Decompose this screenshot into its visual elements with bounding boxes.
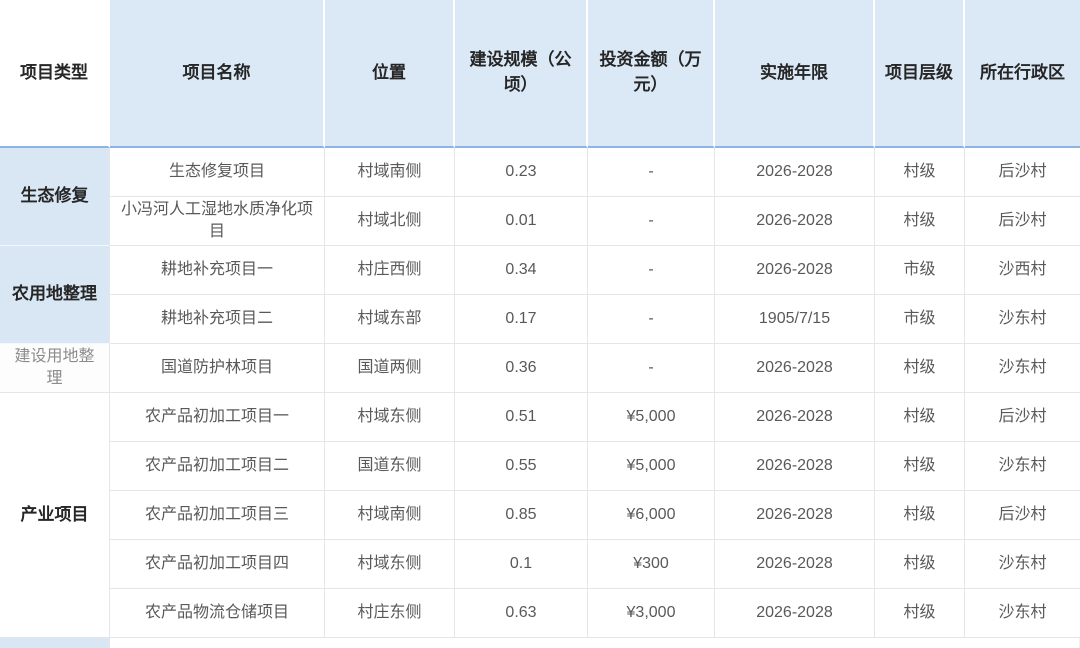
partial-row-filler (110, 638, 1080, 648)
cell-district: 后沙村 (965, 148, 1080, 197)
table-row: 产业项目 农产品初加工项目一 村域东侧 0.51 ¥5,000 2026-2028 村级 后沙… (0, 393, 1080, 638)
cell-district: 沙东村 (965, 442, 1080, 491)
group-cell: 生态修复 (0, 148, 110, 246)
cell-investment: - (588, 344, 715, 393)
header-scale: 建设规模（公顷） (455, 0, 588, 148)
cell-level: 村级 (875, 344, 965, 393)
cell-period: 2026-2028 (715, 589, 875, 638)
cell-level: 市级 (875, 295, 965, 344)
cell-investment: - (588, 197, 715, 246)
cell-location: 村域北侧 (325, 197, 455, 246)
cell-investment: ¥6,000 (588, 491, 715, 540)
header-project-name: 项目名称 (110, 0, 325, 148)
cell-level: 村级 (875, 589, 965, 638)
cell-scale: 0.01 (455, 197, 588, 246)
cell-location: 村庄西侧 (325, 246, 455, 295)
cell-district: 后沙村 (965, 393, 1080, 442)
cell-period: 2026-2028 (715, 393, 875, 442)
cell-district: 沙东村 (965, 344, 1080, 393)
cell-name: 农产品物流仓储项目 (110, 589, 325, 638)
cell-scale: 0.63 (455, 589, 588, 638)
table-header: 项目类型 项目名称 位置 建设规模（公顷） 投资金额（万元） 实施年限 项目层级… (0, 0, 1080, 148)
table-row: 生态修复 生态修复项目 村域南侧 0.23-2026-2028 村级 后沙村 (0, 148, 1080, 246)
cell-scale: 0.85 (455, 491, 588, 540)
cell-name: 小冯河人工湿地水质净化项目 (110, 197, 325, 246)
cell-name: 农产品初加工项目二 (110, 442, 325, 491)
cell-scale: 0.51 (455, 393, 588, 442)
cell-investment: ¥5,000 (588, 442, 715, 491)
cell-name: 生态修复项目 (110, 148, 325, 197)
table-row: 建设用地整理 国道防护林项目 国道两侧 0.36-2026-2028 村级 沙东村 (0, 344, 1080, 393)
cell-period: 2026-2028 (715, 148, 875, 197)
header-period: 实施年限 (715, 0, 875, 148)
cell-scale: 0.55 (455, 442, 588, 491)
cell-period: 2026-2028 (715, 197, 875, 246)
header-project-type: 项目类型 (0, 0, 110, 148)
table-row: 耕地补充项目二 村域东部 0.17-1905/7/15 市级 沙东村 (0, 295, 1080, 344)
cell-district: 沙西村 (965, 246, 1080, 295)
partial-next-row (0, 638, 1080, 648)
header-level: 项目层级 (875, 0, 965, 148)
table-row: 农产品物流仓储项目 村庄东侧 0.63 ¥3,000 2026-2028 村级 沙东村 (0, 589, 1080, 638)
cell-location: 国道两侧 (325, 344, 455, 393)
cell-scale: 0.34 (455, 246, 588, 295)
table-row: 农产品初加工项目二 国道东侧 0.55 ¥5,000 2026-2028 村级 沙东村 (0, 442, 1080, 491)
cell-name: 耕地补充项目二 (110, 295, 325, 344)
cell-level: 村级 (875, 540, 965, 589)
cell-investment: ¥5,000 (588, 393, 715, 442)
table-body: 生态修复 生态修复项目 村域南侧 0.23-2026-2028 村级 后沙村 小冯河人工湿地… (0, 148, 1080, 648)
cell-name: 农产品初加工项目三 (110, 491, 325, 540)
cell-level: 村级 (875, 197, 965, 246)
table-row: 农产品初加工项目四 村域东侧 0.1 ¥300 2026-2028 村级 沙东村 (0, 540, 1080, 589)
cell-investment: - (588, 295, 715, 344)
cell-level: 村级 (875, 442, 965, 491)
cell-scale: 0.36 (455, 344, 588, 393)
cell-investment: ¥300 (588, 540, 715, 589)
cell-name: 国道防护林项目 (110, 344, 325, 393)
cell-name: 农产品初加工项目一 (110, 393, 325, 442)
cell-investment: ¥3,000 (588, 589, 715, 638)
cell-investment: - (588, 246, 715, 295)
cell-level: 市级 (875, 246, 965, 295)
cell-name: 农产品初加工项目四 (110, 540, 325, 589)
cell-location: 村域东部 (325, 295, 455, 344)
cell-investment: - (588, 148, 715, 197)
cell-level: 村级 (875, 491, 965, 540)
next-group-cell-partial (0, 638, 110, 648)
cell-location: 村庄东侧 (325, 589, 455, 638)
header-district: 所在行政区 (965, 0, 1080, 148)
cell-location: 村域南侧 (325, 491, 455, 540)
header-location: 位置 (325, 0, 455, 148)
cell-period: 2026-2028 (715, 491, 875, 540)
cell-level: 村级 (875, 393, 965, 442)
table-row: 农用地整理 耕地补充项目一 村庄西侧 0.34-2026-2028 市级 沙西村 (0, 246, 1080, 344)
table-row: 小冯河人工湿地水质净化项目 村域北侧 0.01-2026-2028 村级 后沙村 (0, 197, 1080, 246)
cell-district: 后沙村 (965, 197, 1080, 246)
group-cell: 建设用地整理 (0, 344, 110, 393)
header-investment: 投资金额（万元） (588, 0, 715, 148)
cell-period: 2026-2028 (715, 540, 875, 589)
cell-scale: 0.17 (455, 295, 588, 344)
cell-district: 沙东村 (965, 295, 1080, 344)
cell-district: 沙东村 (965, 589, 1080, 638)
cell-location: 村域南侧 (325, 148, 455, 197)
cell-scale: 0.1 (455, 540, 588, 589)
cell-period: 2026-2028 (715, 246, 875, 295)
cell-period: 2026-2028 (715, 442, 875, 491)
cell-period: 1905/7/15 (715, 295, 875, 344)
cell-level: 村级 (875, 148, 965, 197)
group-cell: 农用地整理 (0, 246, 110, 344)
header-row: 项目类型 项目名称 位置 建设规模（公顷） 投资金额（万元） 实施年限 项目层级… (0, 0, 1080, 148)
cell-location: 村域东侧 (325, 393, 455, 442)
cell-location: 村域东侧 (325, 540, 455, 589)
cell-district: 后沙村 (965, 491, 1080, 540)
group-cell: 产业项目 (0, 393, 110, 638)
cell-district: 沙东村 (965, 540, 1080, 589)
cell-period: 2026-2028 (715, 344, 875, 393)
table-row: 农产品初加工项目三 村域南侧 0.85 ¥6,000 2026-2028 村级 后沙村 (0, 491, 1080, 540)
cell-scale: 0.23 (455, 148, 588, 197)
cell-location: 国道东侧 (325, 442, 455, 491)
cell-name: 耕地补充项目一 (110, 246, 325, 295)
